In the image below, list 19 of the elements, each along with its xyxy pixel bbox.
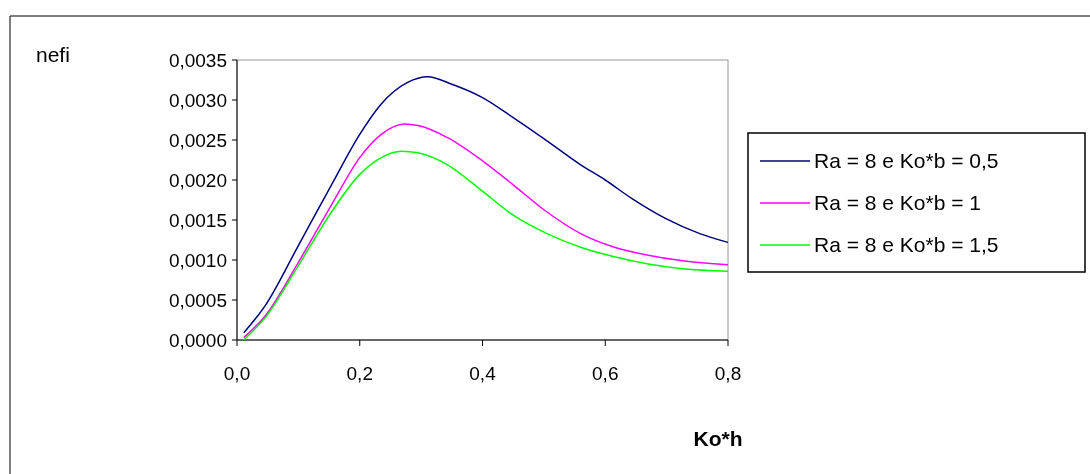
- y-tick-label: 0,0010: [168, 249, 227, 271]
- y-tick-label: 0,0020: [168, 169, 227, 191]
- x-tick-label: 0,6: [592, 363, 619, 384]
- legend-label: Ra = 8 e Ko*b = 1: [814, 191, 981, 215]
- y-tick-label: 0,0000: [168, 329, 227, 351]
- line-series: [243, 76, 729, 334]
- y-tick-label: 0,0025: [168, 129, 227, 151]
- y-tick-label: 0,0030: [168, 89, 227, 111]
- x-tick-label: 0,2: [346, 363, 373, 384]
- y-tick-label: 0,0035: [168, 49, 227, 71]
- legend-label: Ra = 8 e Ko*b = 1,5: [814, 233, 999, 257]
- legend-label: Ra = 8 e Ko*b = 0,5: [814, 149, 999, 173]
- x-tick-label: 0,0: [223, 363, 251, 384]
- y-tick-label: 0,0015: [168, 209, 227, 231]
- x-tick-label: 0,4: [469, 363, 497, 384]
- x-axis-title: Ko*h: [693, 427, 743, 450]
- y-tick-label: 0,0005: [168, 289, 227, 311]
- x-tick-label: 0,8: [714, 363, 742, 384]
- y-axis-title: nefi: [36, 43, 70, 66]
